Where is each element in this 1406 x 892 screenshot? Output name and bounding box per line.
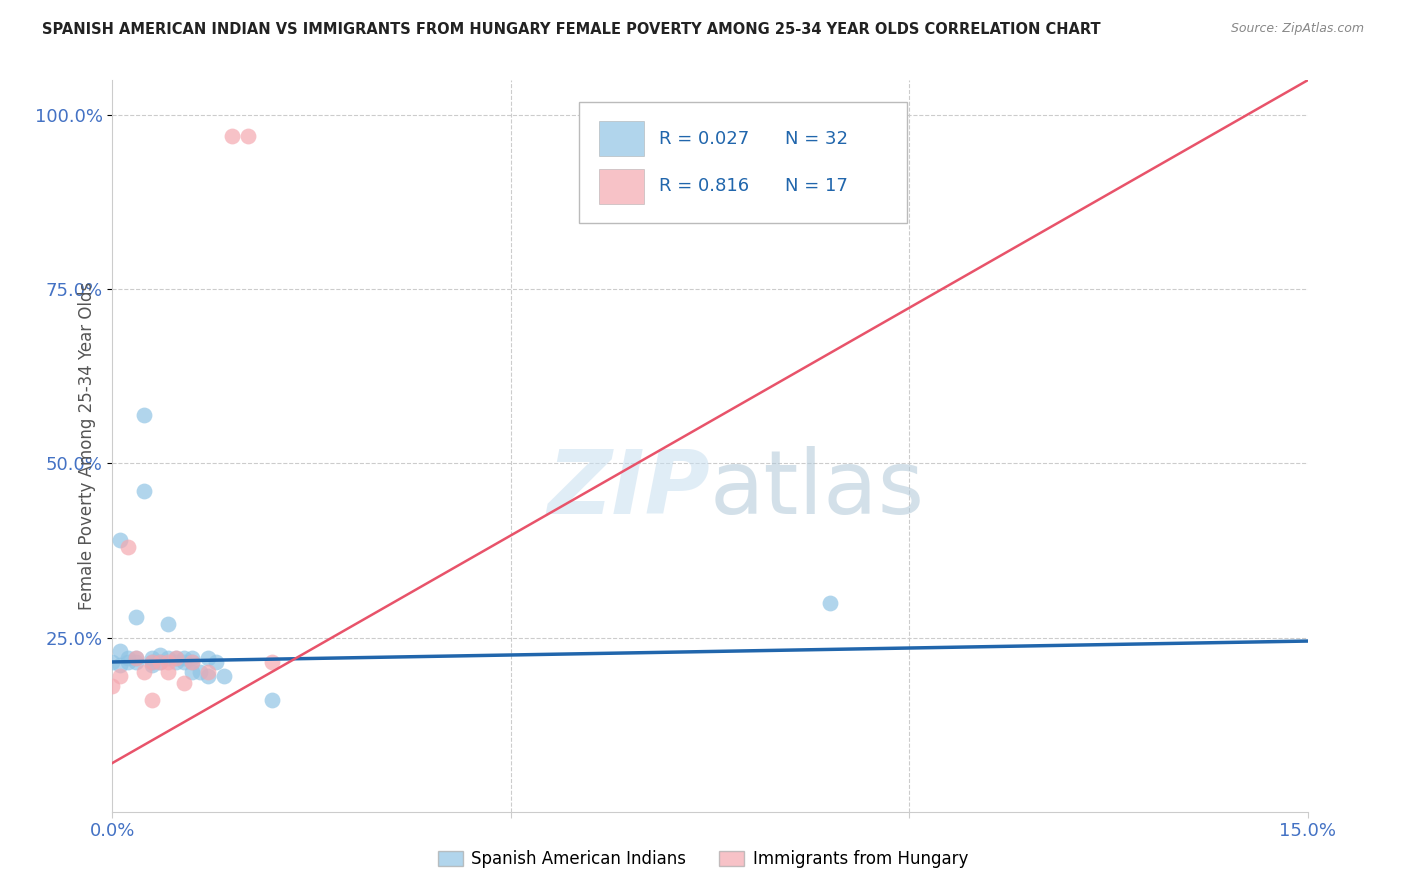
Point [260, 655, 283, 669]
Text: R = 0.027: R = 0.027 [658, 130, 749, 148]
Point [141, 693, 163, 707]
Point [110, 669, 132, 683]
Text: N = 17: N = 17 [786, 178, 848, 195]
Point [197, 669, 219, 683]
Point [157, 665, 180, 680]
Point [188, 665, 211, 680]
Text: atlas: atlas [710, 446, 925, 533]
Point [110, 644, 132, 658]
Point [157, 651, 180, 665]
Point [149, 648, 172, 662]
Point [101, 655, 124, 669]
Point [110, 533, 132, 547]
Point [197, 651, 219, 665]
Text: N = 32: N = 32 [786, 130, 848, 148]
Point [141, 655, 163, 669]
Bar [599, 121, 644, 156]
Point [149, 655, 172, 669]
Point [110, 658, 132, 673]
Point [181, 655, 204, 669]
Point [157, 655, 180, 669]
Text: SPANISH AMERICAN INDIAN VS IMMIGRANTS FROM HUNGARY FEMALE POVERTY AMONG 25-34 YE: SPANISH AMERICAN INDIAN VS IMMIGRANTS FR… [42, 22, 1101, 37]
Point [818, 596, 841, 610]
Bar [599, 169, 644, 204]
Text: Source: ZipAtlas.com: Source: ZipAtlas.com [1230, 22, 1364, 36]
FancyBboxPatch shape [579, 103, 907, 223]
Point [181, 655, 204, 669]
Point [205, 655, 228, 669]
Point [173, 655, 195, 669]
Y-axis label: Female Poverty Among 25-34 Year Olds: Female Poverty Among 25-34 Year Olds [77, 282, 96, 610]
Point [212, 669, 235, 683]
Text: R = 0.816: R = 0.816 [658, 178, 749, 195]
Point [181, 651, 204, 665]
Point [125, 651, 148, 665]
Point [165, 651, 187, 665]
Point [134, 665, 156, 680]
Point [221, 128, 243, 143]
Point [157, 616, 180, 631]
Point [165, 651, 187, 665]
Point [173, 676, 195, 690]
Point [141, 658, 163, 673]
Point [260, 693, 283, 707]
Point [117, 655, 139, 669]
Point [117, 651, 139, 665]
Point [141, 655, 163, 669]
Point [141, 651, 163, 665]
Point [165, 655, 187, 669]
Point [173, 651, 195, 665]
Legend: Spanish American Indians, Immigrants from Hungary: Spanish American Indians, Immigrants fro… [432, 844, 974, 875]
Point [134, 484, 156, 499]
Point [134, 408, 156, 422]
Point [125, 609, 148, 624]
Point [101, 679, 124, 693]
Point [125, 655, 148, 669]
Point [181, 665, 204, 680]
Point [236, 128, 259, 143]
Text: ZIP: ZIP [547, 446, 710, 533]
Point [197, 665, 219, 680]
Point [117, 540, 139, 554]
Point [149, 655, 172, 669]
Point [125, 651, 148, 665]
